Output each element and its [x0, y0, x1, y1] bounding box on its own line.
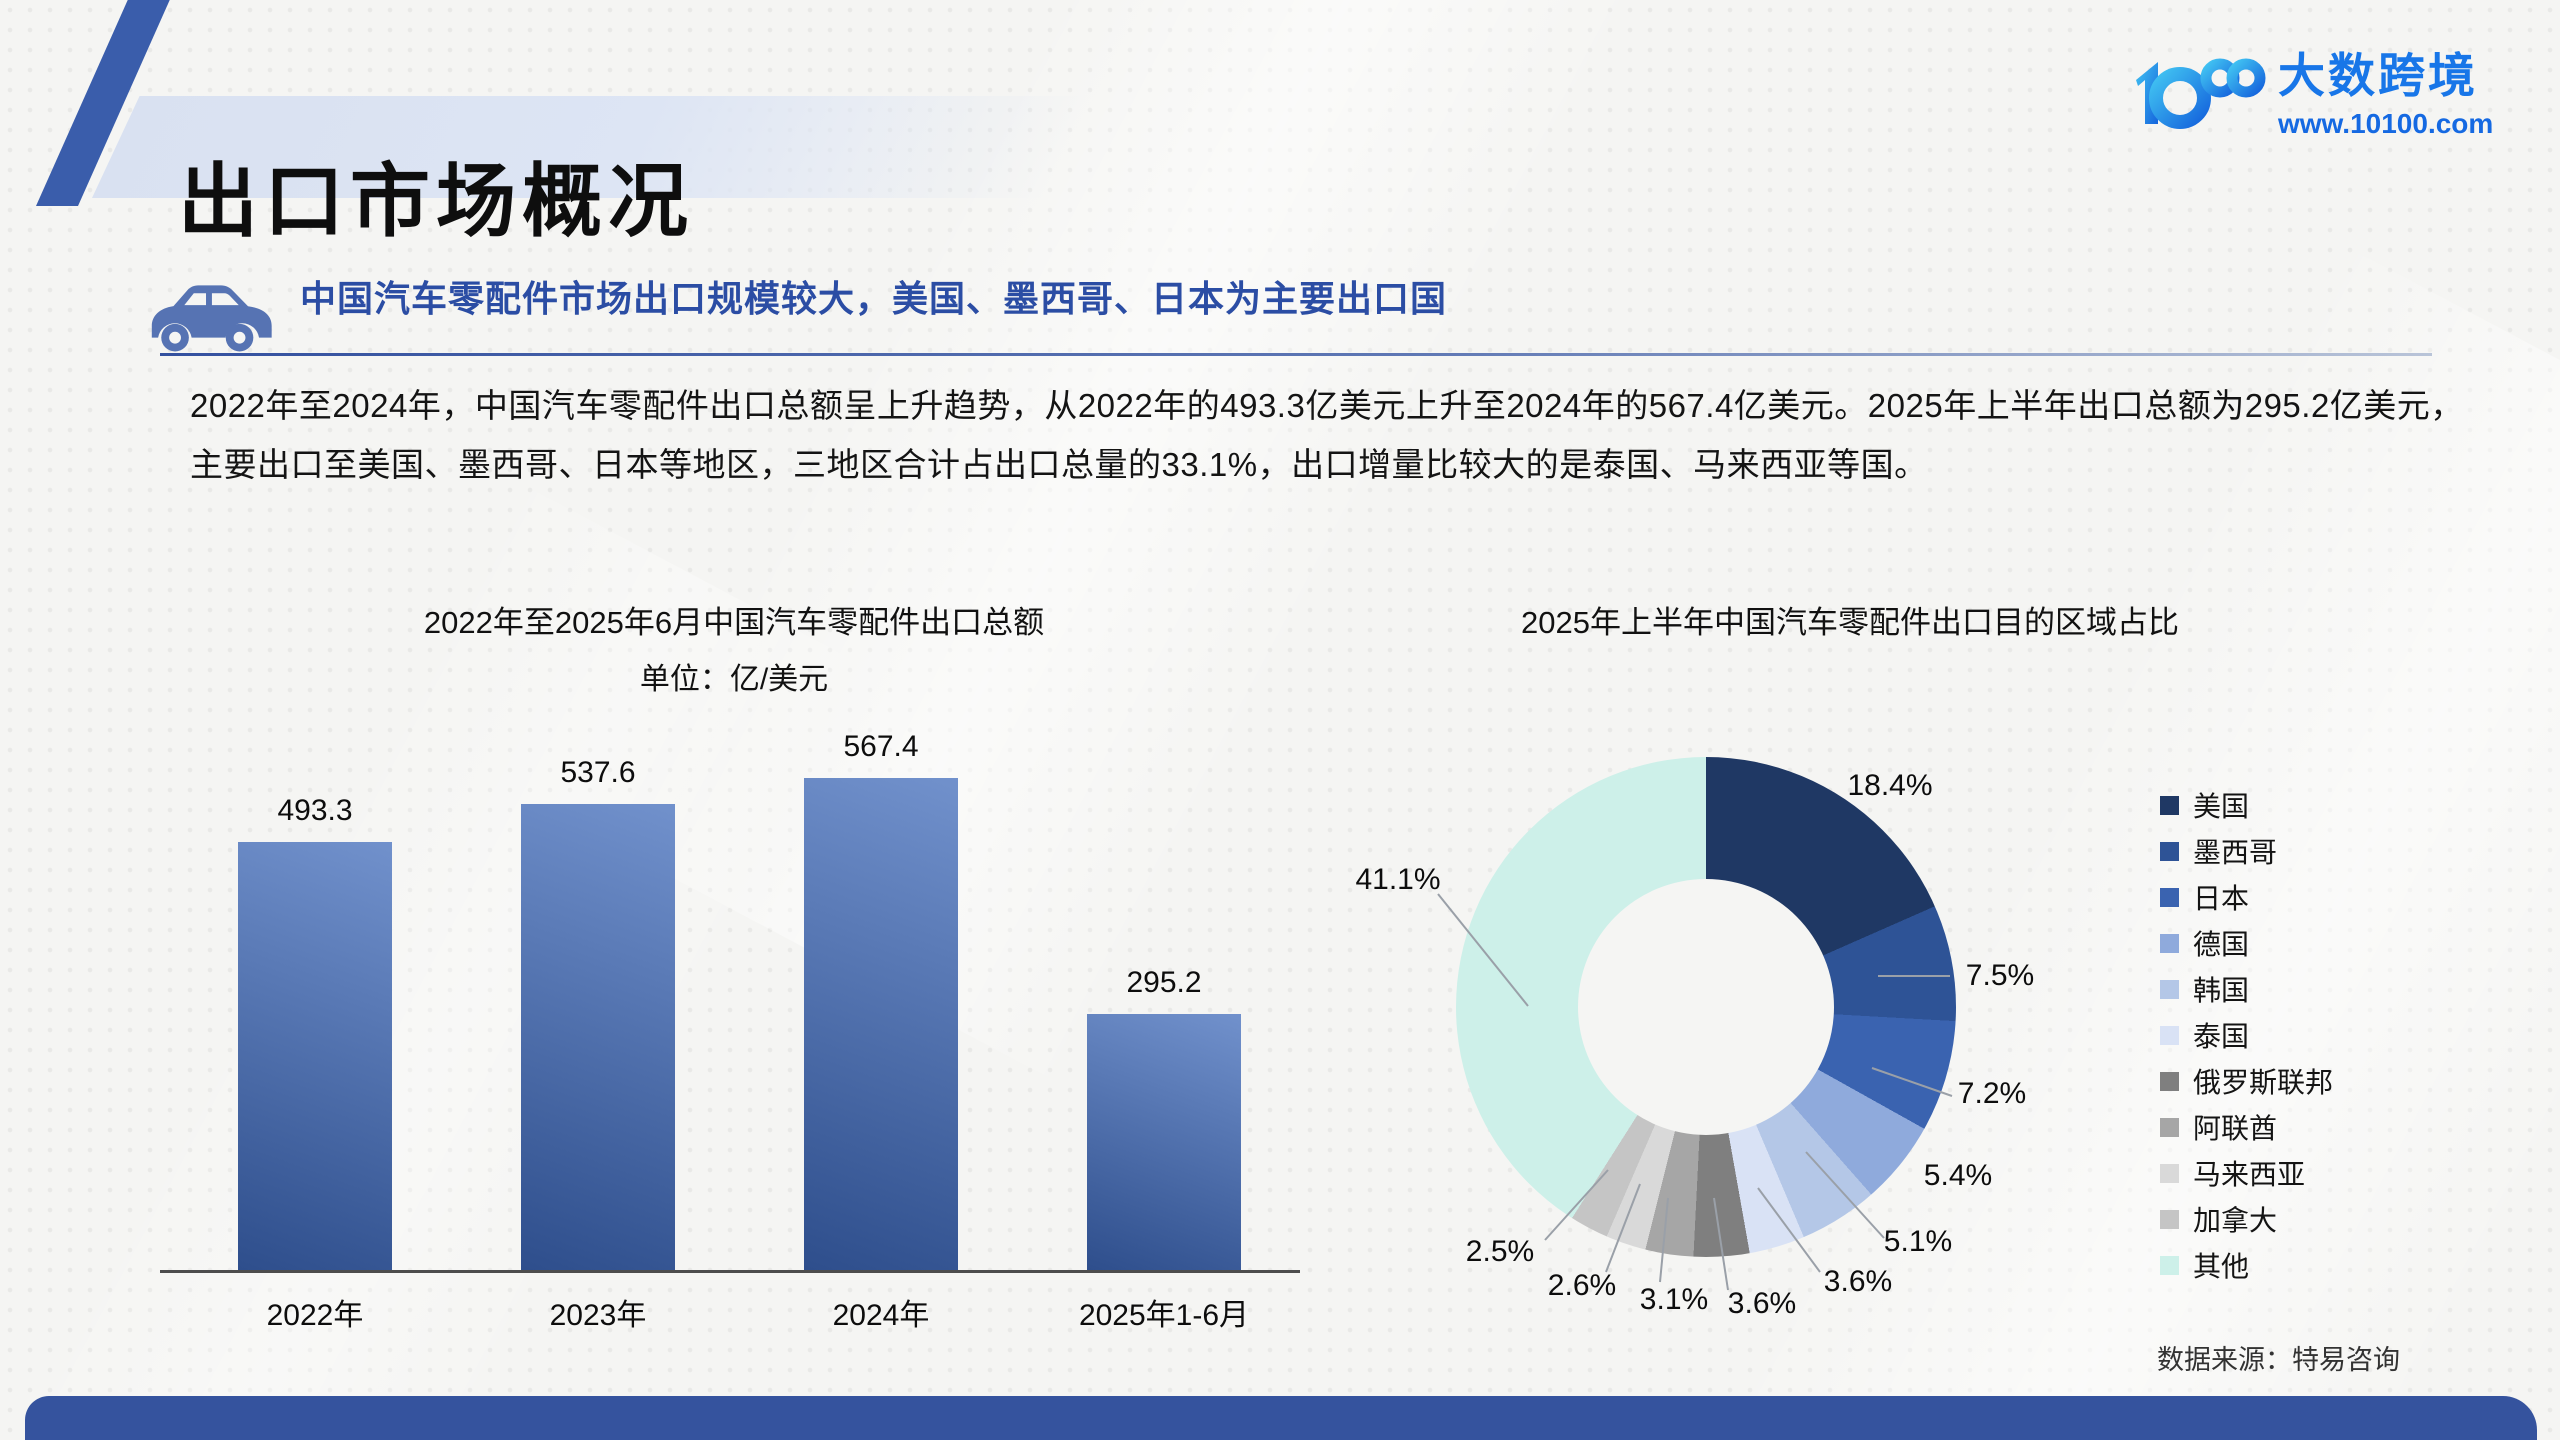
bar-chart-unit-label: 单位：亿/美元 — [639, 663, 829, 696]
legend-swatch — [2160, 887, 2179, 907]
legend-item-韩国: 韩国 — [2160, 974, 2333, 1006]
legend-swatch — [2160, 1071, 2179, 1091]
brand-logo: 大数跨境 www.10100.com — [2128, 50, 2493, 146]
bar-category-label: 2025年1-6月 — [1078, 1299, 1250, 1332]
legend-item-其他: 其他 — [2160, 1250, 2333, 1282]
bar-value-label: 493.3 — [277, 794, 353, 827]
donut-percent-label-泰国: 3.6% — [1823, 1265, 1893, 1298]
legend-label: 加拿大 — [2193, 1205, 2278, 1236]
legend-swatch — [2160, 979, 2179, 999]
bar-chart-plot-area: 493.3 2022年 537.6 2023年 567.4 2024年 295.2 2025年… — [160, 730, 1300, 1332]
body-paragraph-line-1: 2022年至2024年，中国汽车零配件出口总额呈上升趋势，从2022年的493.… — [190, 387, 2464, 424]
donut-percent-label-其他: 41.1% — [1355, 863, 1441, 896]
legend-label: 美国 — [2193, 791, 2250, 822]
legend-item-美国: 美国 — [2160, 790, 2333, 822]
bar-2022年 — [238, 842, 392, 1270]
heading-underline — [160, 353, 2432, 356]
donut-percent-label-马来西亚: 2.6% — [1547, 1269, 1617, 1302]
legend-swatch — [2160, 795, 2179, 815]
legend-swatch — [2160, 1209, 2179, 1229]
legend-swatch — [2160, 1163, 2179, 1183]
legend-swatch — [2160, 1025, 2179, 1045]
legend-label: 韩国 — [2193, 975, 2250, 1006]
bar-chart-title: 2022年至2025年6月中国汽车零配件出口总额 — [423, 605, 1045, 640]
legend-label: 德国 — [2193, 929, 2250, 960]
donut-percent-label-墨西哥: 7.5% — [1965, 959, 2035, 992]
page-title: 出口市场概况 — [178, 156, 694, 246]
legend-swatch — [2160, 933, 2179, 953]
legend-label: 其他 — [2193, 1251, 2250, 1282]
car-icon — [138, 268, 276, 365]
legend-swatch — [2160, 1255, 2179, 1275]
data-source-note: 数据来源：特易咨询 — [2157, 1345, 2400, 1375]
legend-item-阿联酋: 阿联酋 — [2160, 1112, 2333, 1144]
bar-category-label: 2022年 — [266, 1299, 364, 1332]
legend-item-德国: 德国 — [2160, 928, 2333, 960]
donut-chart — [1456, 757, 1956, 1257]
donut-percent-label-日本: 7.2% — [1957, 1077, 2027, 1110]
bar-category-label: 2024年 — [832, 1299, 930, 1332]
donut-chart-title: 2025年上半年中国汽车零配件出口目的区域占比 — [1521, 605, 2179, 640]
legend-item-墨西哥: 墨西哥 — [2160, 836, 2333, 868]
logo-brand-name: 大数跨境 — [2278, 49, 2478, 102]
bar-2025年1-6月 — [1087, 1014, 1241, 1270]
legend-item-加拿大: 加拿大 — [2160, 1204, 2333, 1236]
legend-item-俄罗斯联邦: 俄罗斯联邦 — [2160, 1066, 2333, 1098]
legend-item-马来西亚: 马来西亚 — [2160, 1158, 2333, 1190]
bar-category-label: 2023年 — [549, 1299, 647, 1332]
donut-percent-label-美国: 18.4% — [1847, 769, 1933, 802]
bar-value-label: 537.6 — [560, 756, 636, 789]
bar-value-label: 567.4 — [843, 730, 919, 763]
body-paragraph-line-2: 主要出口至美国、墨西哥、日本等地区，三地区合计占出口总量的33.1%，出口增量比… — [190, 446, 1928, 483]
bar-2023年 — [521, 804, 675, 1270]
legend-item-泰国: 泰国 — [2160, 1020, 2333, 1052]
legend-label: 俄罗斯联邦 — [2193, 1067, 2334, 1098]
legend-swatch — [2160, 1117, 2179, 1137]
legend-label: 日本 — [2193, 883, 2250, 914]
legend-swatch — [2160, 841, 2179, 861]
donut-percent-label-加拿大: 2.5% — [1465, 1235, 1535, 1268]
bar-value-label: 295.2 — [1126, 966, 1202, 999]
body-paragraph: 2022年至2024年，中国汽车零配件出口总额呈上升趋势，从2022年的493.… — [190, 376, 2490, 494]
key-message: 中国汽车零配件市场出口规模较大，美国、墨西哥、日本为主要出口国 — [300, 278, 1448, 319]
donut-legend: 美国墨西哥日本德国韩国泰国俄罗斯联邦阿联酋马来西亚加拿大其他 — [2160, 790, 2333, 1282]
logo-10100-icon — [2136, 58, 2266, 129]
legend-label: 阿联酋 — [2193, 1113, 2278, 1144]
legend-item-日本: 日本 — [2160, 882, 2333, 914]
legend-label: 马来西亚 — [2193, 1159, 2306, 1190]
footer-bar — [25, 1396, 2537, 1440]
donut-percent-label-德国: 5.4% — [1923, 1159, 1993, 1192]
bar-2024年 — [804, 778, 958, 1270]
donut-percent-label-韩国: 5.1% — [1883, 1225, 1953, 1258]
legend-label: 泰国 — [2193, 1021, 2250, 1052]
logo-website: www.10100.com — [2278, 108, 2494, 139]
donut-percent-label-俄罗斯联邦: 3.6% — [1727, 1287, 1797, 1320]
legend-label: 墨西哥 — [2193, 837, 2278, 868]
donut-percent-label-阿联酋: 3.1% — [1639, 1283, 1709, 1316]
